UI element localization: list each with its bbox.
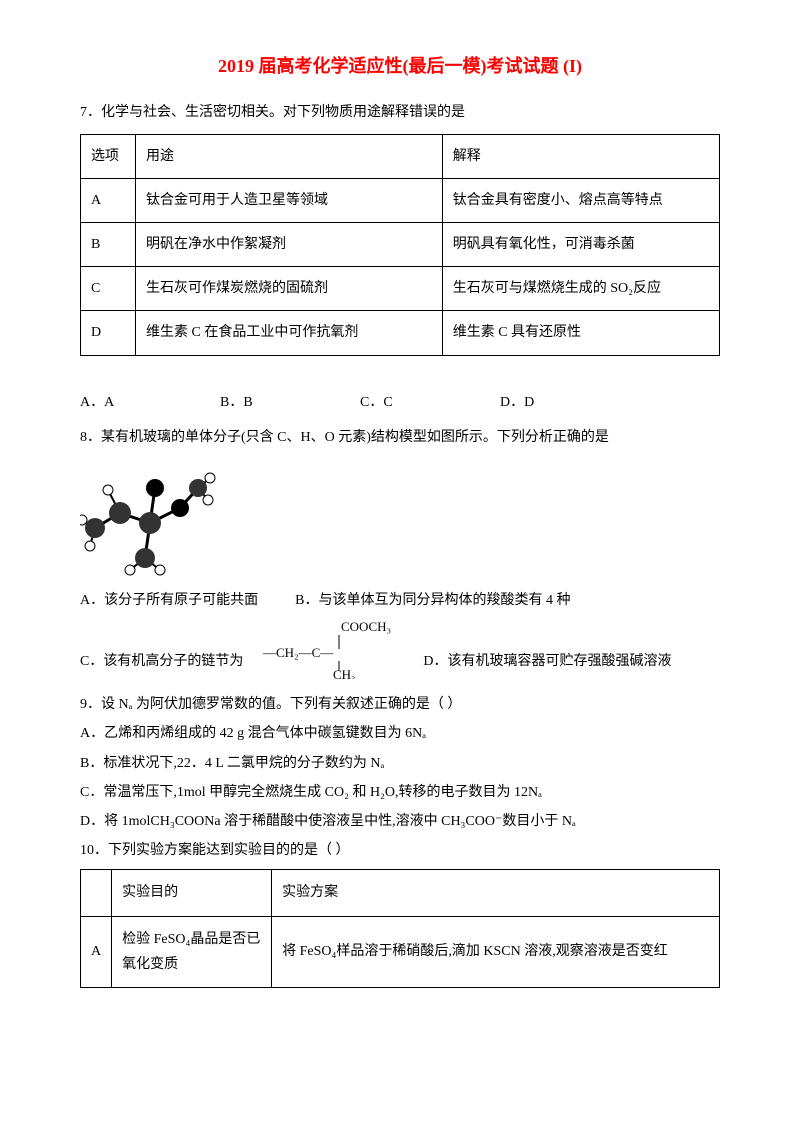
q9-b: B．标准状况下,22．4 L 二氯甲烷的分子数约为 Nₐ <box>80 751 720 776</box>
q7-r0c0: A <box>81 178 136 222</box>
q7-options: A．A B．B C．C D．D <box>80 390 720 415</box>
q10-stem: 10．下列实验方案能达到实验目的的是（ ） <box>80 838 720 863</box>
q7-r0c2: 钛合金具有密度小、熔点高等特点 <box>442 178 719 222</box>
q7-opt-a: A．A <box>80 390 220 415</box>
q9-stem: 9．设 Nₐ 为阿伏加德罗常数的值。下列有关叙述正确的是（ ） <box>80 692 720 717</box>
q8-ab-row: A．该分子所有原子可能共面 B．与该单体互为同分异构体的羧酸类有 4 种 <box>80 588 720 613</box>
q7-r3c0: D <box>81 311 136 355</box>
q8-opt-c-pre: C．该有机高分子的链节为 <box>80 649 243 688</box>
formula-bot-text: CH₃ <box>333 667 356 679</box>
q8-opt-d: D．该有机玻璃容器可贮存强酸强碱溶液 <box>423 649 671 688</box>
q7-h1: 用途 <box>136 134 443 178</box>
q7-r3c2: 维生素 C 具有还原性 <box>442 311 719 355</box>
q7-opt-c: C．C <box>360 390 500 415</box>
q9-d: D．将 1molCH₃COONa 溶于稀醋酸中使溶液呈中性,溶液中 CH₃COO… <box>80 809 720 834</box>
q9-c: C．常温常压下,1mol 甲醇完全燃烧生成 CO₂ 和 H₂O,转移的电子数目为… <box>80 780 720 805</box>
q9-a: A．乙烯和丙烯组成的 42 g 混合气体中碳氢键数目为 6Nₐ <box>80 721 720 746</box>
molecule-diagram <box>80 458 220 578</box>
q7-r0c1: 钛合金可用于人造卫星等领域 <box>136 178 443 222</box>
q10-ra-purpose: 检验 FeSO₄晶品是否已氧化变质 <box>112 916 272 987</box>
q10-h1: 实验目的 <box>112 870 272 916</box>
q7-r1c0: B <box>81 222 136 266</box>
q10-ra-plan: 将 FeSO₄样品溶于稀硝酸后,滴加 KSCN 溶液,观察溶液是否变红 <box>272 916 720 987</box>
page-title: 2019 届高考化学适应性(最后一模)考试试题 (I) <box>80 50 720 82</box>
q7-r2c1: 生石灰可作煤炭燃烧的固硫剂 <box>136 267 443 311</box>
q8-stem: 8．某有机玻璃的单体分子(只含 C、H、O 元素)结构模型如图所示。下列分析正确… <box>80 425 720 450</box>
q7-table: 选项 用途 解释 A 钛合金可用于人造卫星等领域 钛合金具有密度小、熔点高等特点… <box>80 134 720 356</box>
structural-formula: COOCH₃ —CH₂—C— CH₃ <box>263 619 403 688</box>
formula-mid-text: —CH₂—C— <box>263 645 334 660</box>
q7-r1c2: 明矾具有氧化性，可消毒杀菌 <box>442 222 719 266</box>
q7-h2: 解释 <box>442 134 719 178</box>
molecule-svg <box>80 458 220 578</box>
formula-top-text: COOCH₃ <box>341 619 391 634</box>
q8-opt-a: A．该分子所有原子可能共面 <box>80 593 258 608</box>
title-text: 2019 届高考化学适应性(最后一模)考试试题 (I) <box>218 56 582 76</box>
q8-cd-row: C．该有机高分子的链节为 COOCH₃ —CH₂—C— CH₃ D．该有机玻璃容… <box>80 619 720 688</box>
q7-r2c2: 生石灰可与煤燃烧生成的 SO₂反应 <box>442 267 719 311</box>
q7-r1c1: 明矾在净水中作絮凝剂 <box>136 222 443 266</box>
q7-h0: 选项 <box>81 134 136 178</box>
q7-stem: 7．化学与社会、生活密切相关。对下列物质用途解释错误的是 <box>80 100 720 125</box>
q10-ra-label: A <box>81 916 112 987</box>
q7-opt-b: B．B <box>220 390 360 415</box>
q7-r2c0: C <box>81 267 136 311</box>
q7-opt-d: D．D <box>500 390 640 415</box>
q8-opt-b: B．与该单体互为同分异构体的羧酸类有 4 种 <box>295 593 570 608</box>
q10-table: 实验目的 实验方案 A 检验 FeSO₄晶品是否已氧化变质 将 FeSO₄样品溶… <box>80 869 720 988</box>
q10-h2: 实验方案 <box>272 870 720 916</box>
q7-r3c1: 维生素 C 在食品工业中可作抗氧剂 <box>136 311 443 355</box>
q10-h0 <box>81 870 112 916</box>
